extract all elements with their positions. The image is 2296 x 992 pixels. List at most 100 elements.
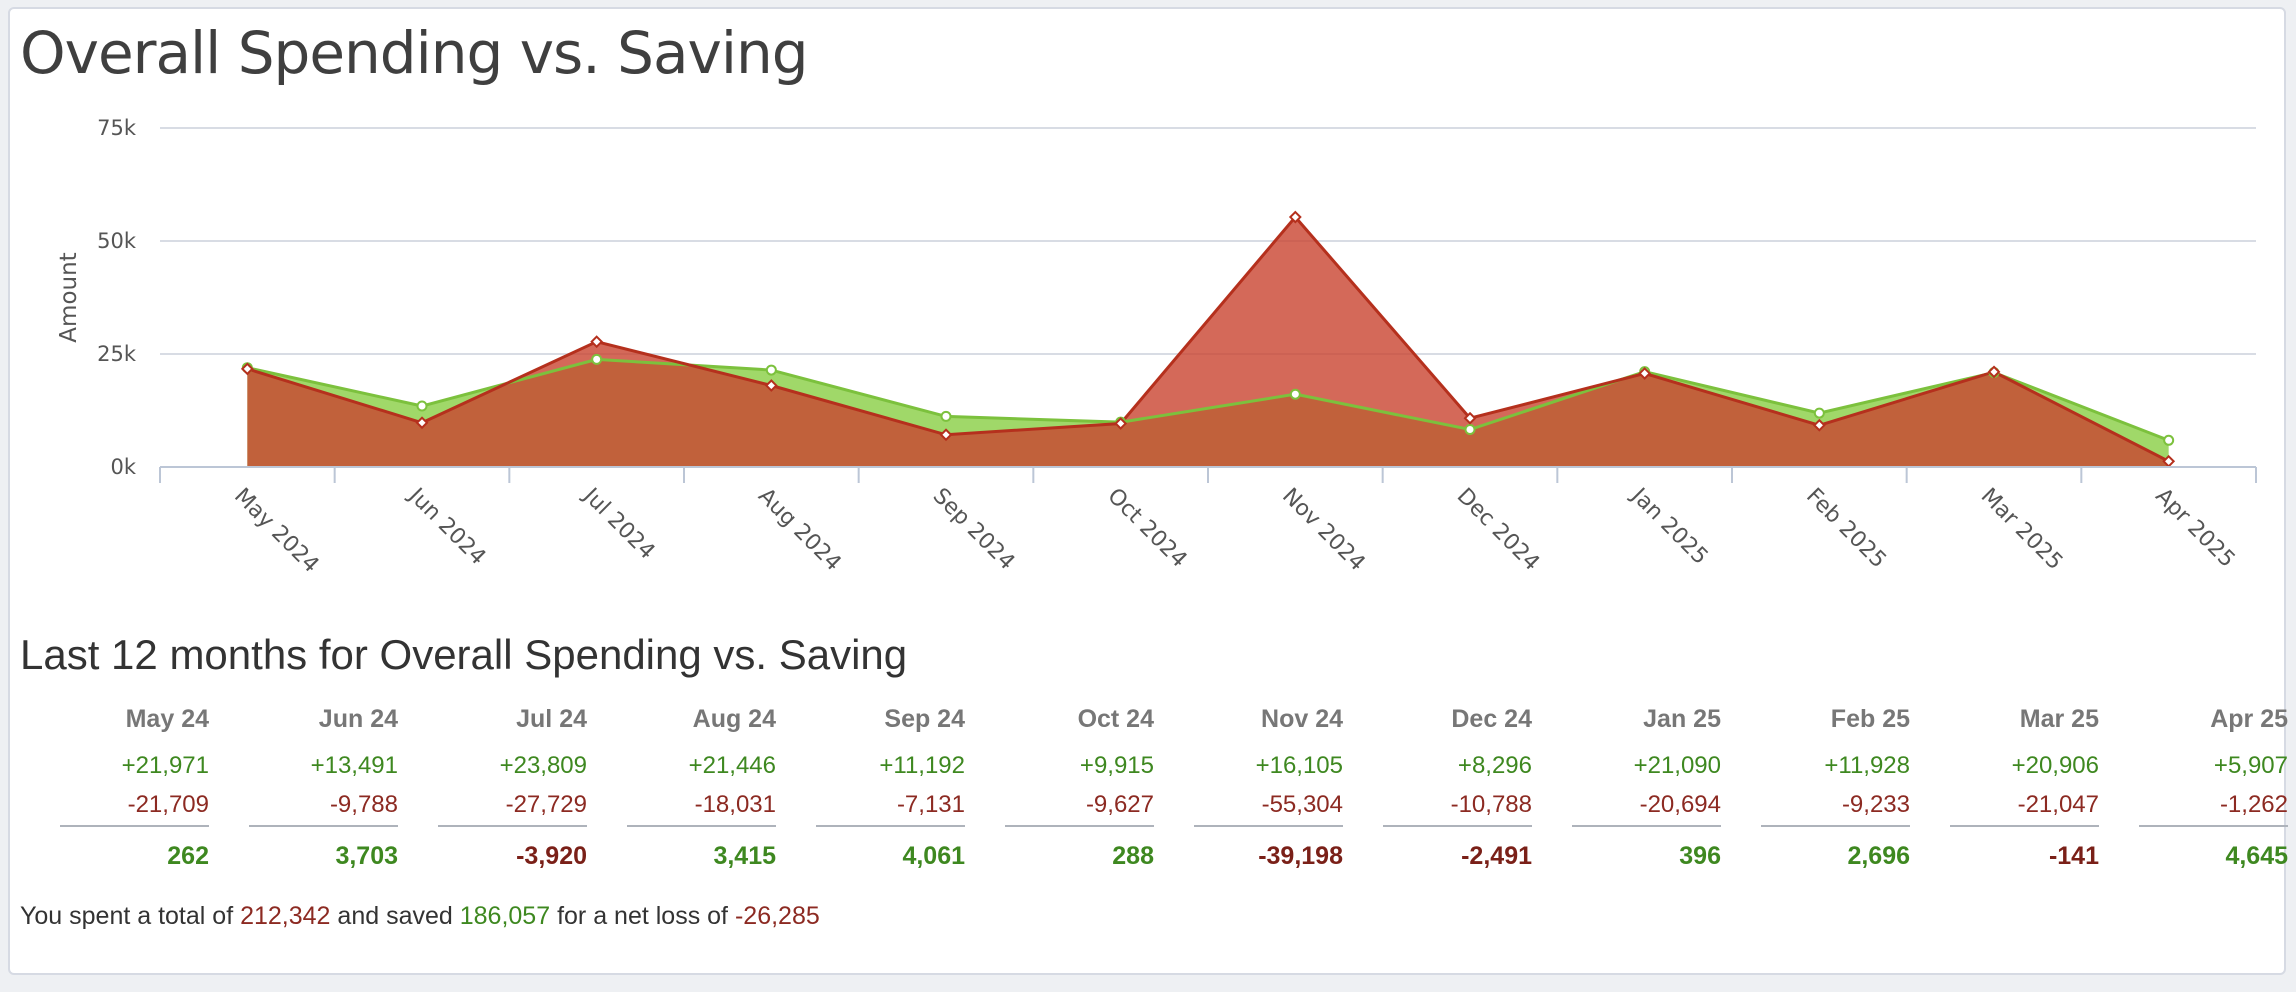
spending-point: [764, 379, 778, 392]
spending-point: [1638, 367, 1652, 380]
y-tick-label: 0k: [110, 455, 136, 479]
totals-summary: You spent a total of 212,342 and saved 1…: [20, 902, 820, 931]
spending-point: [1288, 210, 1302, 224]
spending-point: [590, 335, 604, 349]
spent-cell: -20,694: [1532, 788, 1721, 830]
saved-cell: +21,971: [121, 751, 209, 779]
month-header: Mar 25: [2019, 704, 2099, 733]
month-header: Dec 24: [1451, 704, 1532, 733]
month-header: Jun 24: [318, 704, 398, 733]
net-cell: -2,491: [1461, 841, 1532, 870]
spent-total: 212,342: [240, 902, 331, 930]
spending-point: [939, 428, 953, 442]
saved-cell: +5,907: [2213, 751, 2288, 779]
saving-point: [765, 364, 777, 376]
spending-point: [415, 416, 429, 430]
net-cell: 3,415: [713, 841, 776, 870]
x-tick-label: Jun 2024: [402, 482, 490, 570]
month-header: Aug 24: [692, 704, 776, 733]
spent-cell: -21,709: [20, 788, 209, 830]
saved-total: 186,057: [459, 902, 551, 930]
spent-cell: -9,627: [965, 788, 1154, 830]
spent-row: -21,709 -9,788 -27,729 -18,031 -7,131 -9,627 -…: [20, 788, 2288, 830]
saved-row: +21,971 +13,491 +23,809 +21,446 +11,192 +9,91…: [20, 743, 2288, 788]
y-tick-label: 50k: [97, 229, 137, 253]
x-tick-label: Jan 2025: [1625, 482, 1713, 570]
saving-point: [1464, 424, 1476, 436]
spent-cell: -1,262: [2099, 788, 2288, 830]
net-cell: 4,061: [902, 841, 965, 870]
month-header: May 24: [125, 704, 209, 733]
spent-value: -27,729: [438, 791, 587, 827]
saving-point: [1289, 388, 1301, 400]
saved-cell: +9,915: [1079, 751, 1154, 779]
footer-prefix: You spent a total of: [20, 902, 234, 930]
saving-point: [2163, 434, 2175, 446]
net-cell: 288: [1112, 841, 1154, 870]
saved-cell: +11,192: [879, 751, 965, 779]
month-header: Jul 24: [516, 704, 587, 733]
month-header: Feb 25: [1830, 704, 1910, 733]
month-header: Apr 25: [2210, 704, 2288, 733]
saved-cell: +8,296: [1457, 751, 1532, 779]
spent-value: -18,031: [627, 791, 776, 827]
spent-cell: -21,047: [1910, 788, 2099, 830]
net-cell: 4,645: [2225, 841, 2288, 870]
report-card: Overall Spending vs. Saving 0k 25k 50k 75k A…: [8, 7, 2288, 975]
spent-value: -1,262: [2139, 791, 2288, 827]
spent-cell: -27,729: [398, 788, 587, 830]
x-tick-label: Jul 2024: [577, 482, 659, 564]
saved-cell: +23,809: [499, 751, 587, 779]
saving-point: [591, 353, 603, 365]
spent-value: -7,131: [816, 791, 965, 827]
saved-cell: +11,928: [1824, 751, 1910, 779]
saved-cell: +20,906: [2011, 751, 2099, 779]
x-tick-label: Oct 2024: [1102, 484, 1191, 573]
spent-value: -21,709: [60, 791, 209, 827]
x-tick-label: Feb 2025: [1801, 484, 1891, 574]
x-tick-label: May 2024: [229, 484, 323, 578]
spent-value: -20,694: [1572, 791, 1721, 827]
net-cell: 262: [167, 841, 209, 870]
spending-saving-chart: 0k 25k 50k 75k Amount May 2024 Jun 2024 Jul 202…: [56, 116, 2257, 578]
spent-value: -9,788: [249, 791, 398, 827]
saving-point: [416, 400, 428, 412]
spent-value: -55,304: [1194, 791, 1343, 827]
net-row: 262 3,703 -3,920 3,415 4,061 288 -39,198 -2,491…: [20, 830, 2288, 882]
spent-cell: -55,304: [1154, 788, 1343, 830]
x-tick-label: Sep 2024: [928, 484, 1020, 576]
x-tick-label: Aug 2024: [753, 484, 846, 577]
spent-value: -9,627: [1005, 791, 1154, 827]
net-cell: 3,703: [335, 841, 398, 870]
saved-cell: +21,090: [1633, 751, 1721, 779]
spending-point: [1463, 411, 1477, 425]
net-cell: 396: [1679, 841, 1721, 870]
saved-cell: +16,105: [1255, 751, 1343, 779]
month-header: Jan 25: [1643, 704, 1721, 733]
spent-cell: -9,788: [209, 788, 398, 830]
month-header: Sep 24: [884, 704, 965, 733]
saving-point: [1813, 407, 1825, 419]
net-cell: -3,920: [516, 841, 587, 870]
month-header: Nov 24: [1261, 704, 1343, 733]
y-axis-label: Amount: [56, 252, 82, 342]
spent-value: -9,233: [1761, 791, 1910, 827]
spending-point: [1812, 418, 1826, 432]
net-cell: -39,198: [1258, 841, 1343, 870]
spent-cell: -18,031: [587, 788, 776, 830]
spending-point: [1114, 417, 1128, 430]
x-tick-label: Mar 2025: [1976, 484, 2068, 576]
months-row: May 24 Jun 24 Jul 24 Aug 24 Sep 24 Oct 24 Nov …: [20, 695, 2288, 743]
net-cell: -141: [2048, 841, 2099, 870]
net-cell: 2,696: [1847, 841, 1910, 870]
spent-cell: -10,788: [1343, 788, 1532, 830]
summary-table: May 24 Jun 24 Jul 24 Aug 24 Sep 24 Oct 24 Nov …: [20, 695, 2288, 882]
saved-cell: +21,446: [688, 751, 776, 779]
chart-title: Overall Spending vs. Saving: [20, 19, 809, 87]
x-tick-label: Nov 2024: [1277, 484, 1370, 577]
net-total: -26,285: [734, 902, 820, 930]
spent-value: -10,788: [1383, 791, 1532, 827]
footer-mid2: for a net loss of: [557, 902, 729, 930]
spending-line: [246, 214, 2170, 463]
x-tick-label: Dec 2024: [1452, 484, 1544, 576]
